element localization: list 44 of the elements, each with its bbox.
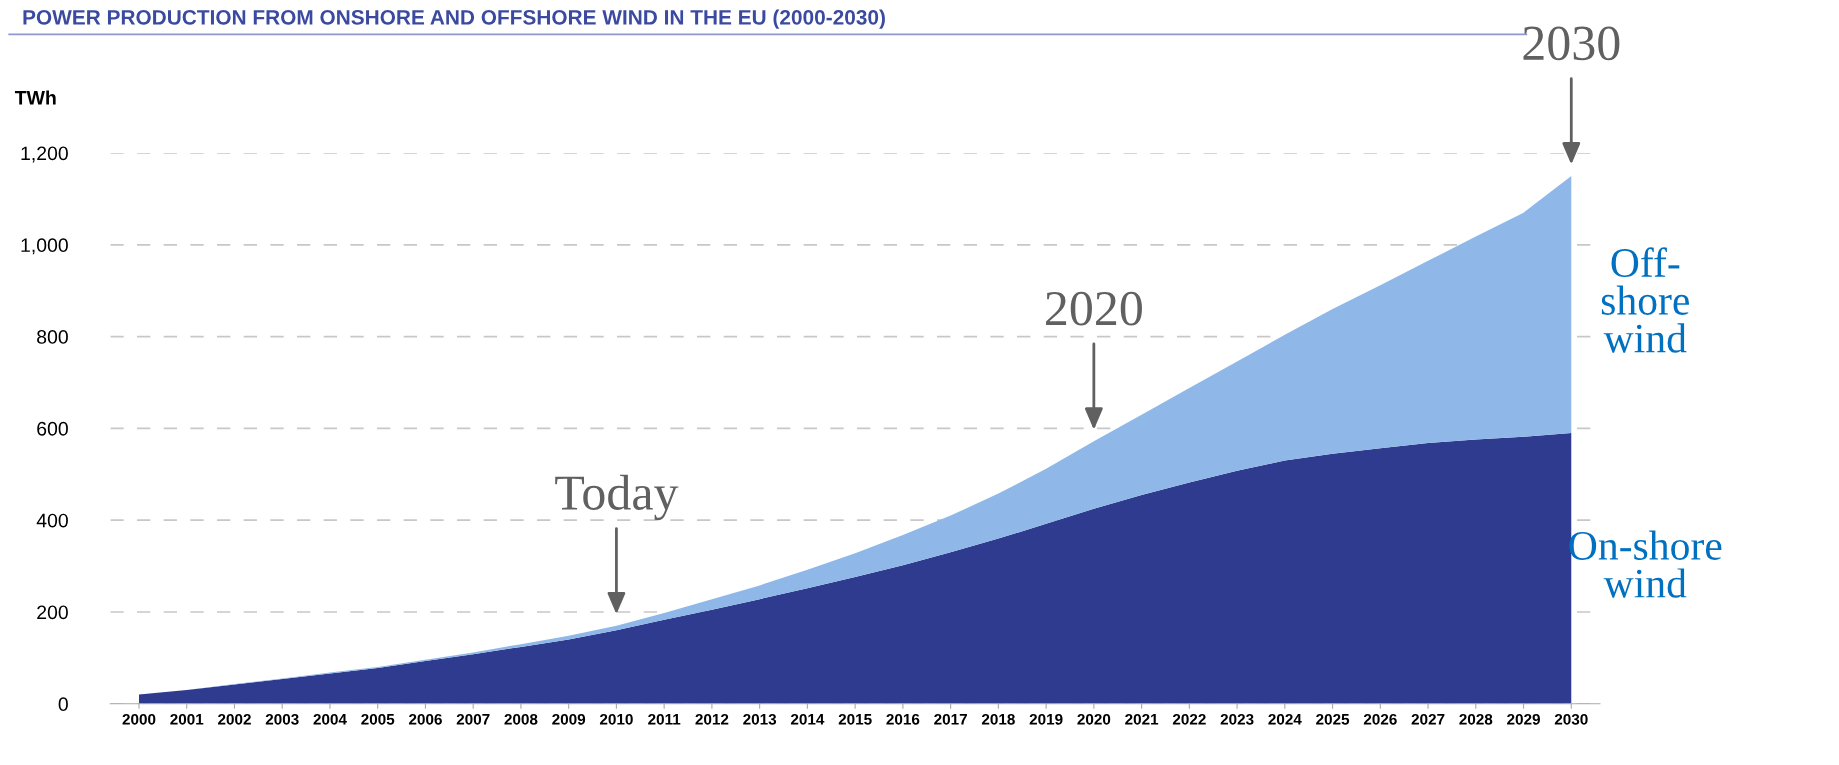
- chart-title: POWER PRODUCTION FROM ONSHORE AND OFFSHORE WIND IN THE EU (2000-2030): [23, 9, 885, 29]
- y-tick-label: 600: [37, 421, 68, 436]
- x-tick-label: 2009: [552, 713, 586, 725]
- x-tick-label: 2013: [743, 713, 777, 725]
- x-tick-label: 2016: [886, 713, 920, 725]
- x-tick-label: 2008: [504, 713, 538, 725]
- x-tick-label: 2017: [934, 713, 967, 725]
- x-tick-label: 2014: [790, 713, 825, 725]
- x-tick-label: 2023: [1220, 713, 1254, 725]
- x-tick-label: 2019: [1029, 713, 1063, 725]
- x-tick-label: 2020: [1077, 713, 1111, 725]
- x-tick-label: 2015: [838, 713, 872, 725]
- x-tick-label: 2003: [265, 713, 299, 725]
- annotation: Today: [555, 474, 679, 521]
- x-tick-label: 2011: [648, 713, 681, 725]
- x-tick-label: 2004: [313, 713, 347, 725]
- x-tick-label: 2012: [695, 713, 729, 725]
- y-axis-title: TWh: [14, 90, 56, 105]
- y-tick-label: 400: [36, 513, 68, 528]
- y-tick-label: 1,200: [21, 146, 68, 163]
- x-tick-label: 2025: [1316, 713, 1350, 725]
- y-tick-label: 800: [37, 330, 68, 344]
- x-tick-label: 2029: [1507, 713, 1540, 725]
- y-tick-label: 1,000: [21, 238, 68, 255]
- x-tick-label: 2006: [408, 713, 442, 725]
- x-tick-label: 2024: [1268, 713, 1302, 725]
- x-tick-label: 2022: [1172, 713, 1206, 725]
- series-label: Off- shore wind: [1601, 247, 1689, 353]
- x-tick-label: 2002: [218, 713, 251, 725]
- x-tick-label: 2018: [981, 713, 1015, 725]
- x-tick-label: 2000: [122, 713, 156, 725]
- x-tick-label: 2027: [1411, 713, 1445, 725]
- y-tick-label: 0: [58, 697, 68, 712]
- x-tick-label: 2030: [1554, 713, 1588, 725]
- x-tick-label: 2001: [170, 713, 204, 725]
- x-tick-label: 2007: [456, 713, 490, 725]
- y-tick-label: 200: [37, 605, 68, 620]
- x-tick-label: 2026: [1363, 713, 1397, 725]
- x-tick-label: 2010: [599, 713, 633, 725]
- x-tick-label: 2005: [361, 713, 395, 725]
- x-tick-label: 2021: [1125, 713, 1159, 725]
- annotation: 2020: [1046, 291, 1142, 326]
- x-tick-label: 2028: [1459, 713, 1493, 725]
- annotation: 2030: [1523, 26, 1620, 61]
